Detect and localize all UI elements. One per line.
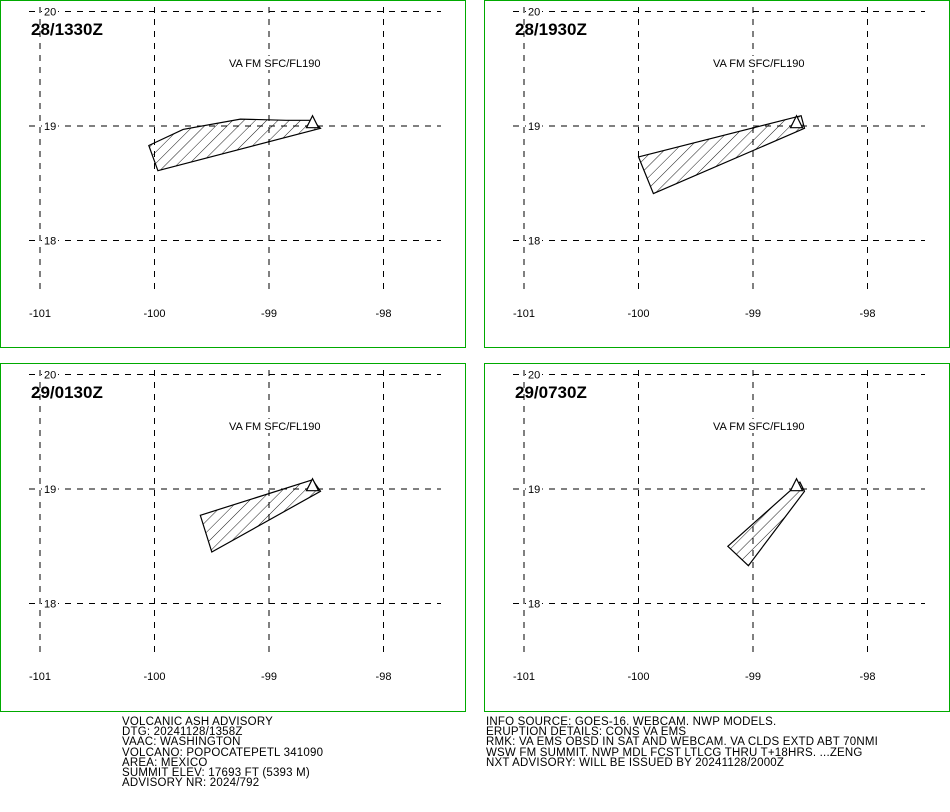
map-canvas-4: -101 -100 -99 -98 20 19 18 29/0730Z VA FM SFC/FL… bbox=[513, 367, 925, 683]
latitude-label-bg bbox=[526, 482, 542, 494]
longitude-label: -98 bbox=[860, 308, 876, 320]
map-panel-4: -101 -100 -99 -98 20 19 18 29/0730Z VA FM SFC/FL… bbox=[484, 363, 950, 712]
latitude-label: 18 bbox=[528, 599, 540, 611]
volcano-icon bbox=[789, 114, 804, 129]
valid-time-label: 28/1330Z bbox=[31, 20, 103, 39]
latitude-label: 19 bbox=[44, 484, 56, 496]
ash-cloud-polygon bbox=[199, 479, 322, 553]
advisory-vaac: VAAC: WASHINGTON bbox=[122, 736, 241, 749]
latitude-label-bg bbox=[42, 119, 58, 131]
ash-cloud-polygon bbox=[637, 114, 806, 195]
latitude-label: 20 bbox=[44, 7, 56, 19]
longitude-label: -99 bbox=[745, 671, 761, 683]
latitude-label: 19 bbox=[44, 121, 56, 133]
longitude-label: -100 bbox=[627, 308, 649, 320]
advisory-remarks-cont: WSW FM SUMMIT. NWP MDL FCST LTLCG THRU T… bbox=[486, 746, 863, 759]
advisory-eruption-details: ERUPTION DETAILS: CONS VA EMS bbox=[486, 726, 687, 739]
valid-time-label: 29/0130Z bbox=[31, 383, 103, 402]
advisory-summit-elev: SUMMIT ELEV: 17693 FT (5393 M) bbox=[122, 767, 310, 780]
longitude-label: -98 bbox=[376, 671, 392, 683]
layer-label: VA FM SFC/FL190 bbox=[229, 421, 321, 433]
map-canvas-1: -101 -100 -99 -98 20 19 18 28/1330Z VA FM SFC/FL… bbox=[29, 4, 441, 320]
longitude-label: -99 bbox=[745, 308, 761, 320]
latitude-label-bg bbox=[42, 482, 58, 494]
longitude-label: -100 bbox=[143, 308, 165, 320]
latitude-label-bg bbox=[42, 367, 58, 380]
latitude-label: 19 bbox=[528, 484, 540, 496]
advisory-number: ADVISORY NR: 2024/792 bbox=[122, 777, 260, 790]
advisory-header-block: VOLCANIC ASH ADVISORY DTG: 20241128/1358… bbox=[122, 716, 324, 790]
layer-label: VA FM SFC/FL190 bbox=[713, 58, 805, 70]
valid-time-label: 29/0730Z bbox=[515, 383, 587, 402]
volcano-icon bbox=[305, 114, 320, 129]
longitude-label: -99 bbox=[261, 671, 277, 683]
latitude-label-bg bbox=[526, 4, 542, 17]
valid-time-label: 28/1930Z bbox=[515, 20, 587, 39]
map-panel-1: -101 -100 -99 -98 20 19 18 28/1330Z VA FM SFC/FL… bbox=[0, 0, 466, 348]
longitude-label: -100 bbox=[627, 671, 649, 683]
map-canvas-3: -101 -100 -99 -98 20 19 18 29/0130Z VA FM SFC/FL… bbox=[29, 367, 441, 683]
longitude-label: -98 bbox=[376, 308, 392, 320]
ash-cloud-polygon bbox=[726, 481, 806, 567]
advisory-volcano: VOLCANO: POPOCATEPETL 341090 bbox=[122, 746, 324, 759]
layer-label-bg bbox=[227, 419, 337, 433]
longitude-label: -100 bbox=[143, 671, 165, 683]
latitude-label: 18 bbox=[528, 236, 540, 248]
latitude-label-bg bbox=[526, 596, 542, 609]
latitude-label-bg bbox=[526, 367, 542, 380]
latitude-label-bg bbox=[42, 4, 58, 17]
advisory-remarks: RMK: VA EMS OBSD IN SAT AND WEBCAM. VA C… bbox=[486, 736, 879, 749]
volcano-icon bbox=[789, 477, 804, 492]
latitude-label: 19 bbox=[528, 121, 540, 133]
latitude-label: 18 bbox=[44, 599, 56, 611]
map-canvas-2: -101 -100 -99 -98 20 19 18 28/1930Z VA FM SFC/FL… bbox=[513, 4, 925, 320]
latitude-label: 20 bbox=[528, 370, 540, 382]
map-panel-2: -101 -100 -99 -98 20 19 18 28/1930Z VA FM SFC/FL… bbox=[484, 0, 950, 348]
longitude-label: -101 bbox=[29, 308, 51, 320]
latitude-label-bg bbox=[526, 233, 542, 246]
advisory-area: AREA: MEXICO bbox=[122, 756, 208, 769]
layer-label-bg bbox=[711, 419, 821, 433]
longitude-label: -99 bbox=[261, 308, 277, 320]
longitude-label: -98 bbox=[860, 671, 876, 683]
longitude-label: -101 bbox=[513, 308, 535, 320]
ash-cloud-polygon bbox=[148, 118, 322, 172]
map-panel-3: -101 -100 -99 -98 20 19 18 29/0130Z VA FM SFC/FL… bbox=[0, 363, 466, 712]
advisory-remarks-block: INFO SOURCE: GOES-16. WEBCAM. NWP MODELS… bbox=[486, 716, 879, 769]
advisory-next: NXT ADVISORY: WILL BE ISSUED BY 20241128… bbox=[486, 756, 785, 769]
latitude-label-bg bbox=[42, 233, 58, 246]
advisory-title: VOLCANIC ASH ADVISORY bbox=[122, 716, 273, 728]
latitude-label: 20 bbox=[528, 7, 540, 19]
advisory-info-source: INFO SOURCE: GOES-16. WEBCAM. NWP MODELS… bbox=[486, 716, 777, 728]
volcano-icon bbox=[305, 477, 320, 492]
latitude-label: 18 bbox=[44, 236, 56, 248]
layer-label: VA FM SFC/FL190 bbox=[713, 421, 805, 433]
latitude-label: 20 bbox=[44, 370, 56, 382]
longitude-label: -101 bbox=[29, 671, 51, 683]
layer-label: VA FM SFC/FL190 bbox=[229, 58, 321, 70]
advisory-dtg: DTG: 20241128/1358Z bbox=[122, 726, 243, 739]
latitude-label-bg bbox=[526, 119, 542, 131]
longitude-label: -101 bbox=[513, 671, 535, 683]
layer-label-bg bbox=[227, 56, 337, 70]
layer-label-bg bbox=[711, 56, 821, 70]
latitude-label-bg bbox=[42, 596, 58, 609]
